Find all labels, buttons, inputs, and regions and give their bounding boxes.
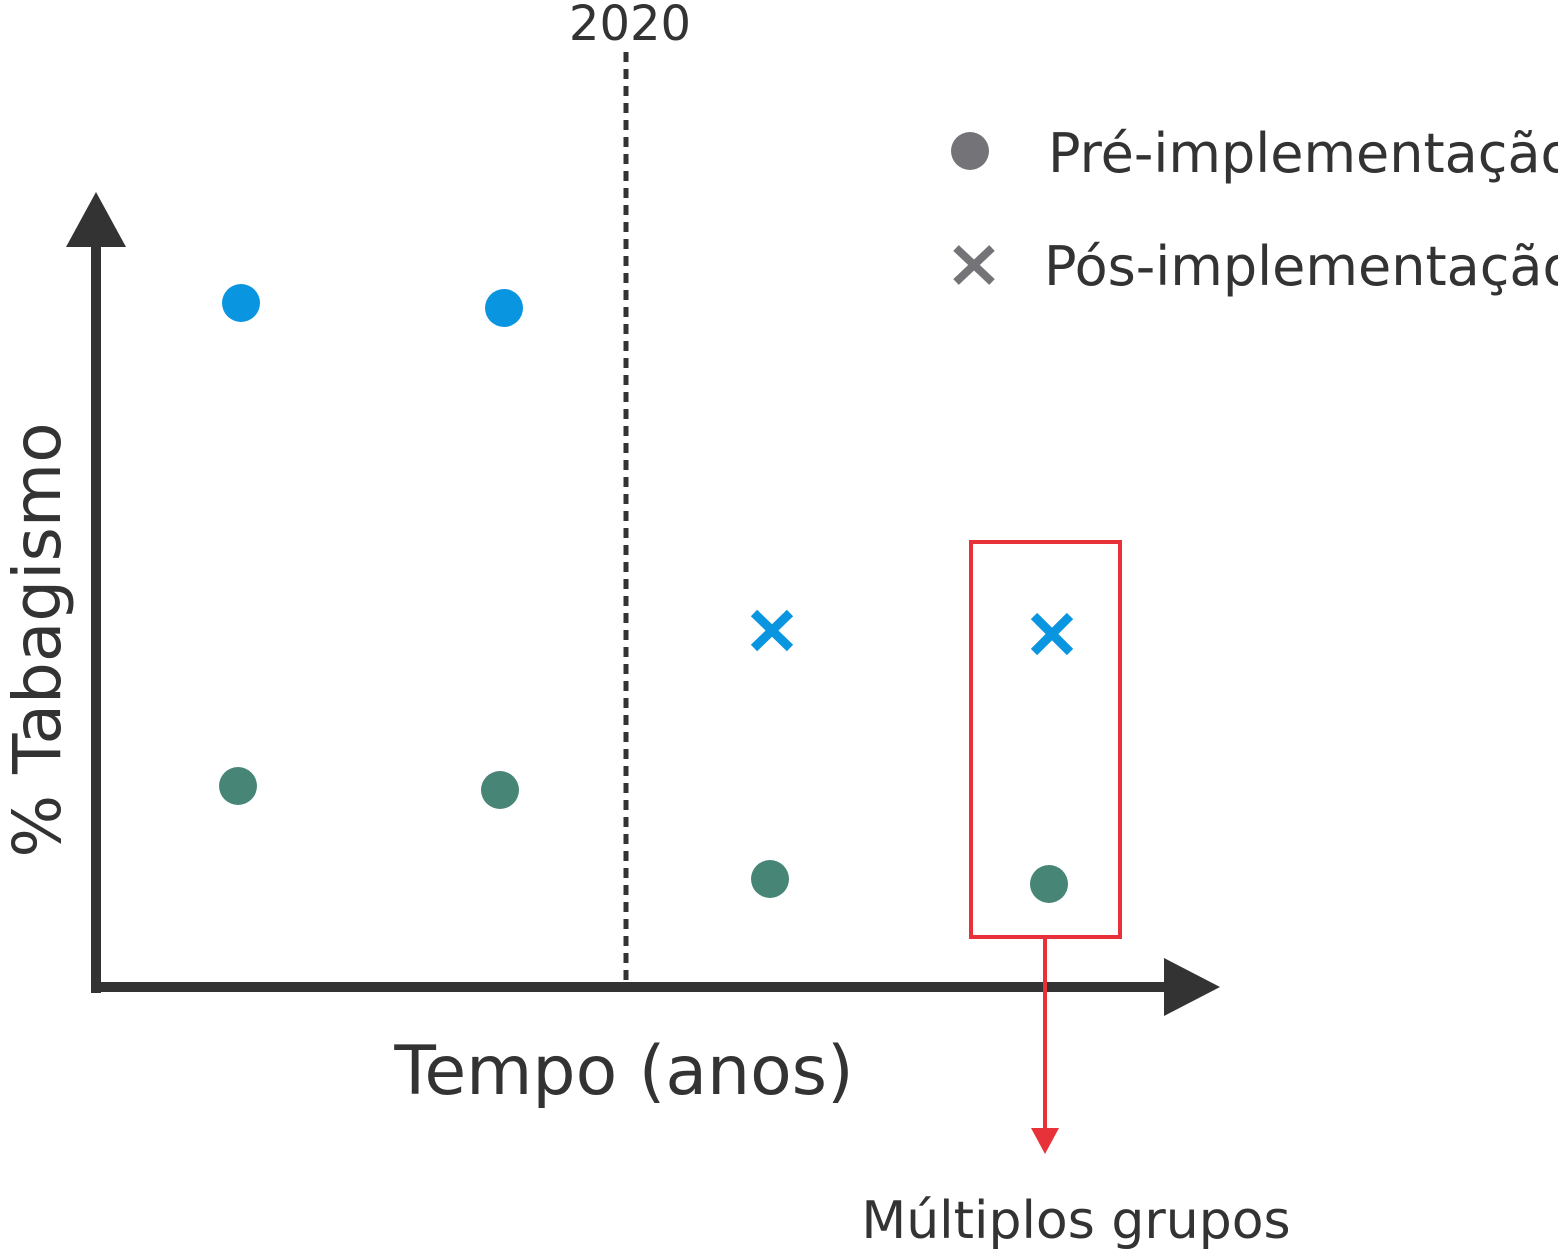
y-axis-arrow-icon xyxy=(66,192,126,247)
legend-pre-label: Pré-implementação xyxy=(1048,122,1558,185)
callout-arrow-icon xyxy=(1031,1128,1059,1154)
point-green-post-2 xyxy=(1030,865,1068,903)
green-group-points xyxy=(219,767,1068,903)
point-blue-post-2 xyxy=(1030,612,1074,656)
legend-circle-icon xyxy=(951,132,989,170)
legend-x-icon xyxy=(953,245,995,285)
legend: Pré-implementação Pós-implementação xyxy=(951,122,1558,298)
point-green-post-1 xyxy=(751,860,789,898)
blue-group-points xyxy=(222,284,1074,656)
callout-label: Múltiplos grupos xyxy=(861,1191,1290,1250)
legend-post-label: Pós-implementação xyxy=(1044,235,1558,298)
point-blue-pre-1 xyxy=(222,284,260,322)
point-blue-pre-2 xyxy=(485,289,523,327)
point-blue-post-1 xyxy=(750,609,794,652)
x-axis-label: Tempo (anos) xyxy=(393,1032,853,1111)
x-axis-arrow-icon xyxy=(1164,958,1220,1016)
point-green-pre-2 xyxy=(481,771,519,809)
point-green-pre-1 xyxy=(219,767,257,805)
divider-year-label: 2020 xyxy=(569,0,691,52)
y-axis-label: % Tabagismo xyxy=(0,422,76,857)
